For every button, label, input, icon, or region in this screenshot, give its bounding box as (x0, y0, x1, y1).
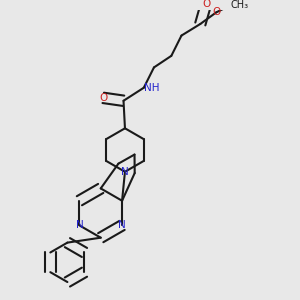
Text: O: O (202, 0, 210, 9)
Text: N: N (118, 220, 126, 230)
Text: O: O (99, 93, 107, 103)
Text: O: O (212, 8, 220, 17)
Text: N: N (121, 167, 129, 177)
Text: CH₃: CH₃ (231, 0, 249, 10)
Text: N: N (76, 220, 83, 230)
Text: NH: NH (144, 83, 159, 93)
